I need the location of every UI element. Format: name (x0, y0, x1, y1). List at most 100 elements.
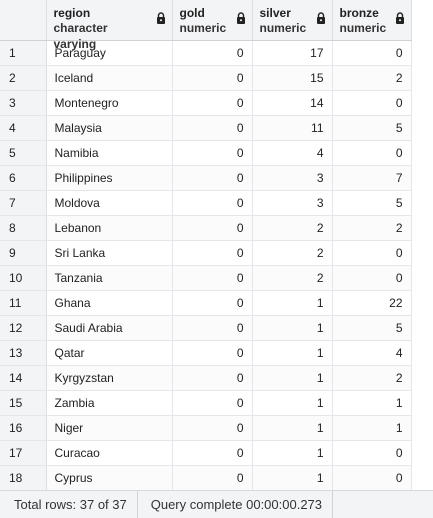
cell-region[interactable]: Niger (46, 415, 173, 441)
cell-region[interactable]: Malaysia (46, 115, 173, 141)
table-row[interactable]: 4 Malaysia 0 11 5 (0, 115, 412, 141)
results-grid[interactable]: region character varying gold numeric (0, 0, 433, 490)
row-number[interactable]: 16 (0, 415, 47, 441)
column-header-gold[interactable]: gold numeric (172, 0, 253, 41)
cell-region[interactable]: Ghana (46, 290, 173, 316)
row-number[interactable]: 1 (0, 40, 47, 66)
cell-bronze[interactable]: 4 (332, 340, 412, 366)
table-row[interactable]: 9 Sri Lanka 0 2 0 (0, 240, 412, 266)
cell-silver[interactable]: 15 (252, 65, 333, 91)
row-number[interactable]: 13 (0, 340, 47, 366)
column-header-bronze[interactable]: bronze numeric (332, 0, 412, 41)
cell-gold[interactable]: 0 (172, 390, 253, 416)
table-row[interactable]: 2 Iceland 0 15 2 (0, 65, 412, 91)
row-number[interactable]: 8 (0, 215, 47, 241)
table-row[interactable]: 16 Niger 0 1 1 (0, 415, 412, 441)
cell-bronze[interactable]: 22 (332, 290, 412, 316)
table-row[interactable]: 3 Montenegro 0 14 0 (0, 90, 412, 116)
cell-bronze[interactable]: 5 (332, 315, 412, 341)
cell-bronze[interactable]: 0 (332, 265, 412, 291)
cell-bronze[interactable]: 1 (332, 390, 412, 416)
cell-silver[interactable]: 1 (252, 290, 333, 316)
column-header-region[interactable]: region character varying (46, 0, 173, 51)
cell-region[interactable]: Sri Lanka (46, 240, 173, 266)
cell-region[interactable]: Zambia (46, 390, 173, 416)
row-number[interactable]: 3 (0, 90, 47, 116)
cell-gold[interactable]: 0 (172, 290, 253, 316)
row-number[interactable]: 11 (0, 290, 47, 316)
cell-gold[interactable]: 0 (172, 140, 253, 166)
row-number[interactable]: 10 (0, 265, 47, 291)
row-number[interactable]: 18 (0, 465, 47, 490)
cell-gold[interactable]: 0 (172, 265, 253, 291)
cell-gold[interactable]: 0 (172, 65, 253, 91)
cell-region[interactable]: Lebanon (46, 215, 173, 241)
table-row[interactable]: 6 Philippines 0 3 7 (0, 165, 412, 191)
cell-gold[interactable]: 0 (172, 240, 253, 266)
cell-bronze[interactable]: 7 (332, 165, 412, 191)
cell-silver[interactable]: 3 (252, 165, 333, 191)
cell-gold[interactable]: 0 (172, 365, 253, 391)
column-header-silver[interactable]: silver numeric (252, 0, 333, 41)
row-number[interactable]: 5 (0, 140, 47, 166)
row-number[interactable]: 14 (0, 365, 47, 391)
row-number[interactable]: 9 (0, 240, 47, 266)
cell-silver[interactable]: 1 (252, 440, 333, 466)
cell-bronze[interactable]: 0 (332, 240, 412, 266)
table-row[interactable]: 11 Ghana 0 1 22 (0, 290, 412, 316)
cell-region[interactable]: Kyrgyzstan (46, 365, 173, 391)
table-row[interactable]: 15 Zambia 0 1 1 (0, 390, 412, 416)
cell-bronze[interactable]: 2 (332, 365, 412, 391)
cell-gold[interactable]: 0 (172, 415, 253, 441)
cell-gold[interactable]: 0 (172, 340, 253, 366)
table-row[interactable]: 10 Tanzania 0 2 0 (0, 265, 412, 291)
cell-silver[interactable]: 1 (252, 365, 333, 391)
cell-silver[interactable]: 3 (252, 190, 333, 216)
cell-silver[interactable]: 2 (252, 240, 333, 266)
cell-silver[interactable]: 17 (252, 40, 333, 66)
cell-region[interactable]: Tanzania (46, 265, 173, 291)
cell-bronze[interactable]: 0 (332, 90, 412, 116)
cell-region[interactable]: Montenegro (46, 90, 173, 116)
cell-bronze[interactable]: 1 (332, 415, 412, 441)
cell-silver[interactable]: 1 (252, 465, 333, 490)
cell-bronze[interactable]: 0 (332, 40, 412, 66)
cell-bronze[interactable]: 0 (332, 440, 412, 466)
cell-silver[interactable]: 4 (252, 140, 333, 166)
row-number[interactable]: 7 (0, 190, 47, 216)
cell-region[interactable]: Namibia (46, 140, 173, 166)
table-row[interactable]: 1 Paraguay 0 17 0 (0, 40, 412, 66)
cell-gold[interactable]: 0 (172, 215, 253, 241)
cell-bronze[interactable]: 2 (332, 65, 412, 91)
cell-silver[interactable]: 1 (252, 415, 333, 441)
cell-region[interactable]: Saudi Arabia (46, 315, 173, 341)
table-row[interactable]: 18 Cyprus 0 1 0 (0, 465, 412, 490)
cell-region[interactable]: Moldova (46, 190, 173, 216)
row-number[interactable]: 2 (0, 65, 47, 91)
cell-silver[interactable]: 2 (252, 265, 333, 291)
row-number[interactable]: 15 (0, 390, 47, 416)
cell-bronze[interactable]: 5 (332, 115, 412, 141)
cell-gold[interactable]: 0 (172, 90, 253, 116)
cell-gold[interactable]: 0 (172, 315, 253, 341)
table-row[interactable]: 5 Namibia 0 4 0 (0, 140, 412, 166)
cell-region[interactable]: Iceland (46, 65, 173, 91)
cell-region[interactable]: Qatar (46, 340, 173, 366)
cell-region[interactable]: Curacao (46, 440, 173, 466)
table-row[interactable]: 7 Moldova 0 3 5 (0, 190, 412, 216)
cell-gold[interactable]: 0 (172, 40, 253, 66)
cell-bronze[interactable]: 0 (332, 465, 412, 490)
cell-silver[interactable]: 14 (252, 90, 333, 116)
row-number[interactable]: 6 (0, 165, 47, 191)
row-number-header[interactable] (0, 0, 47, 41)
cell-bronze[interactable]: 2 (332, 215, 412, 241)
table-row[interactable]: 14 Kyrgyzstan 0 1 2 (0, 365, 412, 391)
cell-gold[interactable]: 0 (172, 165, 253, 191)
cell-gold[interactable]: 0 (172, 115, 253, 141)
table-row[interactable]: 17 Curacao 0 1 0 (0, 440, 412, 466)
row-number[interactable]: 4 (0, 115, 47, 141)
cell-silver[interactable]: 1 (252, 390, 333, 416)
cell-gold[interactable]: 0 (172, 190, 253, 216)
row-number[interactable]: 17 (0, 440, 47, 466)
table-row[interactable]: 8 Lebanon 0 2 2 (0, 215, 412, 241)
